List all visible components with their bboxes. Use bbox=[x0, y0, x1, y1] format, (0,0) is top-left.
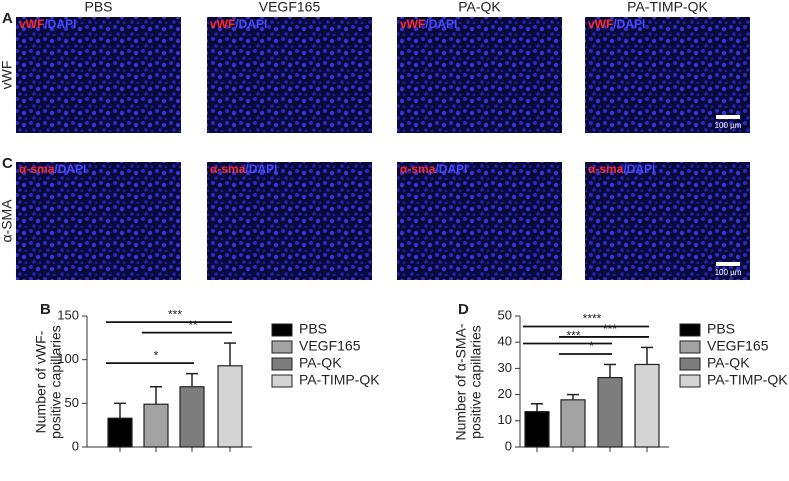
y-axis-label: positive capillaries bbox=[48, 325, 64, 439]
legend-label: VEGF165 bbox=[707, 338, 769, 354]
legend-swatch bbox=[679, 374, 701, 388]
legend-swatch bbox=[679, 357, 701, 371]
bar bbox=[524, 411, 550, 448]
panel-label: A bbox=[2, 10, 13, 27]
stain-label: α-sma/DAPI bbox=[400, 162, 467, 176]
bar bbox=[143, 403, 169, 448]
bar bbox=[634, 363, 660, 448]
y-tick-label: 100 bbox=[57, 351, 79, 366]
legend-swatch bbox=[271, 374, 293, 388]
y-tick-label: 0 bbox=[505, 438, 512, 453]
y-tick-label: 30 bbox=[498, 360, 512, 375]
y-tick-label: 40 bbox=[498, 334, 512, 349]
micrograph bbox=[585, 162, 750, 280]
y-tick-label: 150 bbox=[57, 307, 79, 322]
stain-name: α-sma bbox=[400, 162, 436, 176]
stain-label: vWF/DAPI bbox=[400, 17, 457, 31]
y-tick-label: 50 bbox=[65, 395, 79, 410]
legend-label: PA-QK bbox=[707, 355, 750, 371]
stain-label: vWF/DAPI bbox=[588, 17, 645, 31]
y-axis-label: Number of α-SMA- bbox=[453, 323, 469, 440]
bar bbox=[217, 365, 243, 448]
bar bbox=[107, 417, 133, 448]
panel-label: D bbox=[458, 301, 469, 318]
panel-label: C bbox=[2, 155, 13, 172]
y-axis-label: Number of vWF- bbox=[33, 330, 49, 433]
legend-swatch bbox=[271, 323, 293, 337]
legend-label: VEGF165 bbox=[299, 338, 361, 354]
counterstain: /DAPI bbox=[54, 162, 86, 176]
stain-name: vWF bbox=[588, 17, 613, 31]
stain-label: α-sma/DAPI bbox=[19, 162, 86, 176]
stain-name: α-sma bbox=[19, 162, 55, 176]
bar bbox=[179, 386, 205, 448]
counterstain: /DAPI bbox=[623, 162, 655, 176]
legend-swatch bbox=[679, 323, 701, 337]
micrograph bbox=[16, 17, 181, 133]
significance-label: * bbox=[589, 339, 594, 353]
micrograph bbox=[207, 17, 372, 133]
scale-label: 100 µm bbox=[715, 268, 742, 277]
counterstain: /DAPI bbox=[425, 17, 457, 31]
column-header: VEGF165 bbox=[259, 0, 321, 15]
micrograph bbox=[585, 17, 750, 133]
stain-name: α-sma bbox=[588, 162, 624, 176]
stain-label: α-sma/DAPI bbox=[588, 162, 655, 176]
y-axis-label: positive capillaries bbox=[468, 325, 484, 439]
row-label: vWF bbox=[0, 61, 15, 90]
y-tick-label: 0 bbox=[72, 438, 79, 453]
row-label: α-SMA bbox=[0, 199, 15, 243]
stain-name: vWF bbox=[210, 17, 235, 31]
legend-swatch bbox=[271, 340, 293, 354]
y-tick-label: 20 bbox=[498, 386, 512, 401]
panel-label: B bbox=[40, 301, 51, 318]
counterstain: /DAPI bbox=[235, 17, 267, 31]
y-tick-label: 10 bbox=[498, 412, 512, 427]
stain-label: vWF/DAPI bbox=[210, 17, 267, 31]
micrograph bbox=[397, 162, 562, 280]
counterstain: /DAPI bbox=[435, 162, 467, 176]
legend-swatch bbox=[679, 340, 701, 354]
column-header: PA-TIMP-QK bbox=[627, 0, 708, 15]
legend-label: PA-TIMP-QK bbox=[707, 372, 788, 388]
counterstain: /DAPI bbox=[44, 17, 76, 31]
significance-label: ** bbox=[188, 318, 198, 332]
legend-label: PA-TIMP-QK bbox=[299, 372, 380, 388]
micrograph bbox=[16, 162, 181, 280]
column-header: PA-QK bbox=[458, 0, 501, 15]
micrograph bbox=[207, 162, 372, 280]
legend-label: PA-QK bbox=[299, 355, 342, 371]
y-tick-label: 50 bbox=[498, 307, 512, 322]
significance-label: *** bbox=[168, 307, 182, 321]
significance-label: **** bbox=[583, 312, 602, 326]
stain-name: α-sma bbox=[210, 162, 246, 176]
scale-bar bbox=[716, 115, 740, 119]
significance-label: * bbox=[154, 348, 159, 362]
counterstain: /DAPI bbox=[613, 17, 645, 31]
scale-label: 100 µm bbox=[715, 121, 742, 130]
column-header: PBS bbox=[84, 0, 112, 15]
stain-label: α-sma/DAPI bbox=[210, 162, 277, 176]
bar bbox=[560, 399, 586, 448]
legend-label: PBS bbox=[707, 321, 735, 337]
legend-swatch bbox=[271, 357, 293, 371]
micrograph bbox=[397, 17, 562, 133]
stain-name: vWF bbox=[400, 17, 425, 31]
scale-bar bbox=[716, 262, 740, 266]
legend-label: PBS bbox=[299, 321, 327, 337]
stain-label: vWF/DAPI bbox=[19, 17, 76, 31]
stain-name: vWF bbox=[19, 17, 44, 31]
counterstain: /DAPI bbox=[245, 162, 277, 176]
significance-label: *** bbox=[566, 329, 580, 343]
bar bbox=[597, 376, 623, 448]
significance-label: *** bbox=[603, 322, 617, 336]
